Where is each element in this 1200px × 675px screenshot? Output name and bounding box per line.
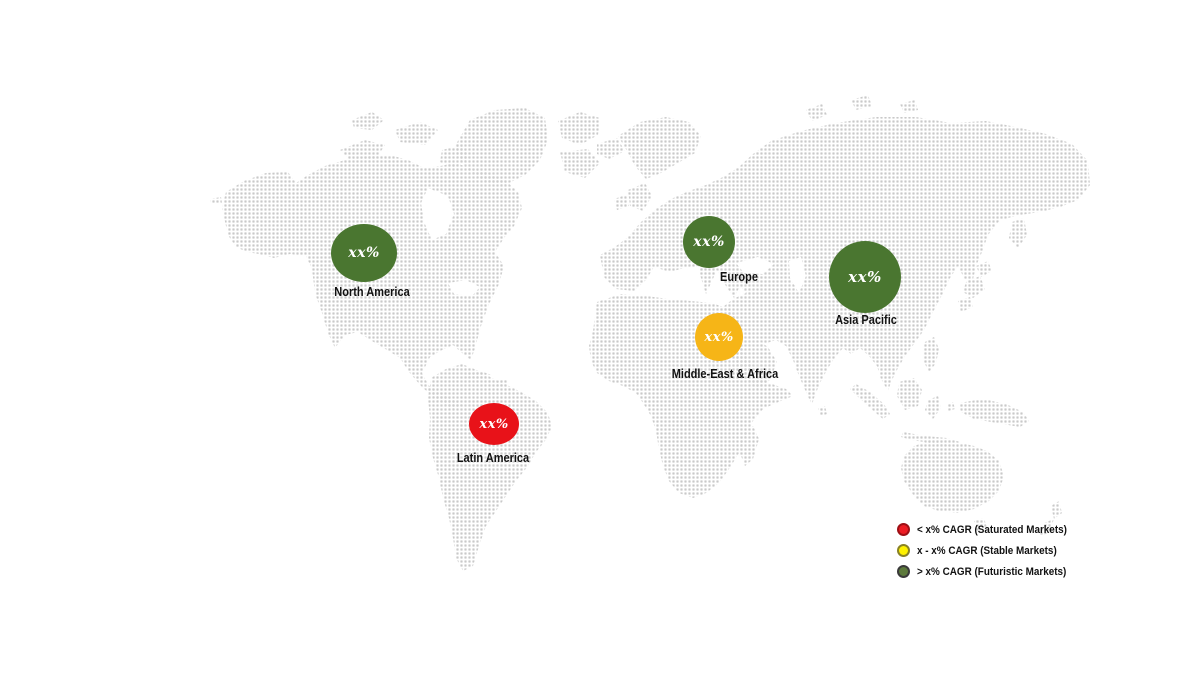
legend-label: > x% CAGR (Futuristic Markets) bbox=[917, 565, 1067, 578]
bubble-latin-america: xx% bbox=[469, 403, 519, 445]
legend-label: x - x% CAGR (Stable Markets) bbox=[917, 544, 1057, 557]
legend-item-futuristic-markets: > x% CAGR (Futuristic Markets) bbox=[897, 565, 1084, 578]
legend: < x% CAGR (Saturated Markets) x - x% CAG… bbox=[897, 523, 1084, 586]
bubble-north-america: xx% bbox=[331, 224, 397, 282]
legend-label: < x% CAGR (Saturated Markets) bbox=[917, 523, 1067, 536]
bubble-europe: xx% bbox=[683, 216, 735, 268]
legend-item-stable-markets: x - x% CAGR (Stable Markets) bbox=[897, 544, 1084, 557]
region-label-north-america: North America bbox=[334, 285, 410, 299]
region-label-latin-america: Latin America bbox=[456, 451, 530, 465]
bubble-asia-pacific: xx% bbox=[829, 241, 901, 313]
legend-dot-yellow-icon bbox=[897, 544, 910, 557]
region-label-middle-east-africa: Middle-East & Africa bbox=[671, 367, 779, 381]
bubble-value: xx% bbox=[348, 245, 380, 261]
legend-dot-green-icon bbox=[897, 565, 910, 578]
bubble-value: xx% bbox=[704, 329, 734, 345]
legend-dot-red-icon bbox=[897, 523, 910, 536]
bubble-value: xx% bbox=[693, 234, 725, 250]
legend-item-saturated-markets: < x% CAGR (Saturated Markets) bbox=[897, 523, 1084, 536]
region-label-europe: Europe bbox=[720, 270, 758, 284]
region-label-asia-pacific: Asia Pacific bbox=[835, 313, 897, 327]
bubble-value: xx% bbox=[479, 416, 509, 432]
bubble-middle-east-africa: xx% bbox=[695, 313, 743, 361]
bubble-value: xx% bbox=[848, 268, 882, 286]
